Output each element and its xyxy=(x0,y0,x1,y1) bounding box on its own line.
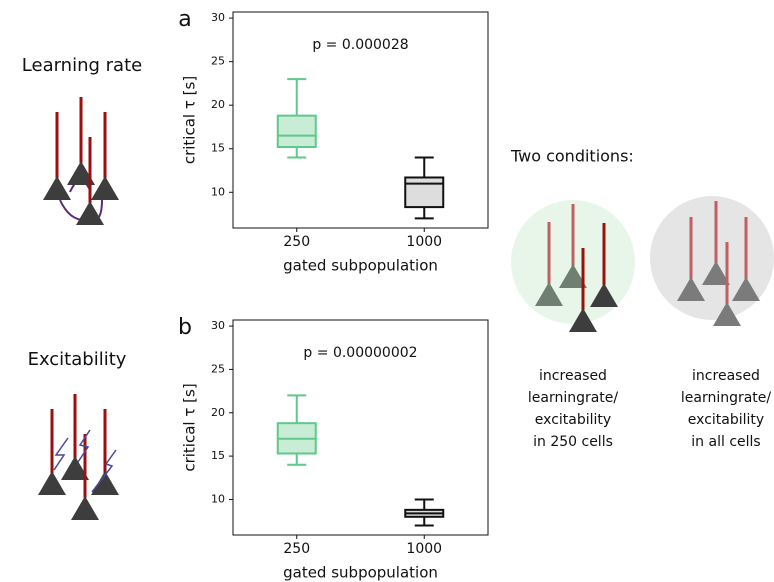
neuron xyxy=(61,456,89,480)
x-tick-label: 1000 xyxy=(406,234,442,250)
panel-label: b xyxy=(178,315,192,340)
y-axis-label: critical τ [s] xyxy=(181,76,199,164)
axes-frame xyxy=(232,11,489,229)
x-axis-label: gated subpopulation xyxy=(283,257,438,275)
neuron xyxy=(535,282,563,306)
panel-label: a xyxy=(178,7,191,32)
condition-label: in all cells xyxy=(691,434,760,450)
y-tick-label: 10 xyxy=(211,492,225,505)
condition-label: in 250 cells xyxy=(533,434,613,450)
x-axis-label: gated subpopulation xyxy=(283,564,438,582)
x-tick-label: 1000 xyxy=(406,541,442,557)
y-tick-label: 30 xyxy=(211,11,225,24)
box xyxy=(404,176,445,209)
neuron xyxy=(569,308,597,332)
condition-label: increased xyxy=(539,368,607,384)
y-tick-label: 30 xyxy=(211,319,225,332)
condition-label: learningrate/ xyxy=(681,390,772,406)
condition-label: learningrate/ xyxy=(528,390,619,406)
condition-label: excitability xyxy=(688,412,764,428)
neuron xyxy=(713,302,741,326)
y-tick-label: 25 xyxy=(211,362,225,375)
neuron xyxy=(91,176,119,200)
side-label: Excitability xyxy=(28,349,127,370)
neuron xyxy=(67,161,95,185)
y-tick-label: 20 xyxy=(211,98,225,111)
condition-label: excitability xyxy=(535,412,611,428)
side-label: Learning rate xyxy=(22,55,142,76)
neuron xyxy=(702,261,730,285)
annotation: p = 0.00000002 xyxy=(303,345,417,361)
neuron xyxy=(71,496,99,520)
y-tick-label: 15 xyxy=(211,449,225,462)
y-tick-label: 25 xyxy=(211,55,225,68)
annotation: p = 0.000028 xyxy=(312,37,408,53)
neuron xyxy=(559,264,587,288)
condition-label: increased xyxy=(692,368,760,384)
y-tick-label: 10 xyxy=(211,185,225,198)
y-tick-label: 20 xyxy=(211,406,225,419)
stimulus xyxy=(53,429,117,493)
neuron xyxy=(677,277,705,301)
x-tick-label: 250 xyxy=(283,541,310,557)
x-tick-label: 250 xyxy=(283,234,310,250)
neuron xyxy=(732,277,760,301)
neuron xyxy=(76,201,104,225)
y-tick-label: 15 xyxy=(211,142,225,155)
group-circle xyxy=(650,196,774,320)
y-axis-label: critical τ [s] xyxy=(181,383,199,471)
neuron xyxy=(91,471,119,495)
neuron xyxy=(43,176,71,200)
conditions-title: Two conditions: xyxy=(510,147,634,166)
neuron xyxy=(590,283,618,307)
axes-frame xyxy=(232,319,489,536)
box xyxy=(276,114,317,149)
neuron xyxy=(38,471,66,495)
